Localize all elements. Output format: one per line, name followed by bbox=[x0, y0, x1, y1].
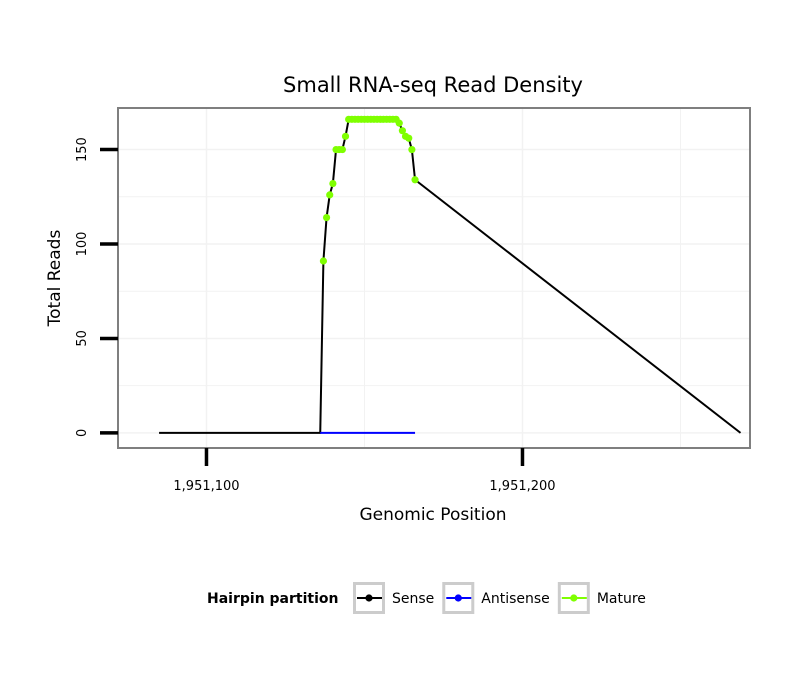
legend-label: Sense bbox=[392, 591, 434, 607]
mature-point bbox=[319, 257, 327, 265]
series-layer bbox=[159, 115, 742, 434]
y-axis: 0 50 100 150 bbox=[75, 137, 118, 437]
plot-panel bbox=[117, 107, 751, 449]
mature-point bbox=[411, 176, 419, 184]
legend-key-point bbox=[454, 594, 462, 602]
legend: Hairpin partition Sense Antisense Mature bbox=[207, 582, 646, 614]
y-tick-label: 0 bbox=[75, 429, 90, 437]
y-tick-label: 150 bbox=[75, 137, 90, 162]
mature-point bbox=[405, 134, 413, 142]
x-tick-label: 1,951,100 bbox=[173, 479, 239, 494]
x-axis-title: Genomic Position bbox=[359, 505, 506, 525]
legend-key-point bbox=[365, 594, 373, 602]
mature-point bbox=[398, 127, 406, 135]
legend-entry-mature: Mature bbox=[557, 582, 646, 614]
mature-point bbox=[341, 132, 350, 140]
legend-entry-antisense: Antisense bbox=[442, 582, 550, 614]
x-axis: 1,951,100 1,951,200 bbox=[173, 448, 556, 494]
legend-key-point bbox=[570, 594, 578, 602]
x-tick-label: 1,951,200 bbox=[489, 479, 555, 494]
y-axis-title: Total Reads bbox=[45, 230, 65, 328]
mature-point bbox=[329, 179, 337, 188]
chart-title: Small RNA-seq Read Density bbox=[283, 73, 583, 97]
mature-point bbox=[408, 145, 416, 154]
y-tick-label: 100 bbox=[75, 232, 90, 257]
legend-label: Mature bbox=[597, 591, 646, 607]
mature-point bbox=[322, 213, 331, 222]
legend-label: Antisense bbox=[481, 591, 550, 607]
legend-title: Hairpin partition bbox=[207, 591, 338, 607]
mature-point bbox=[395, 119, 403, 127]
legend-entry-sense: Sense bbox=[353, 582, 434, 614]
mature-point bbox=[338, 145, 346, 154]
series-mature bbox=[319, 115, 419, 265]
mature-point bbox=[326, 191, 334, 199]
legend-keys: Sense Antisense Mature bbox=[353, 582, 646, 614]
y-tick-label: 50 bbox=[75, 330, 90, 347]
